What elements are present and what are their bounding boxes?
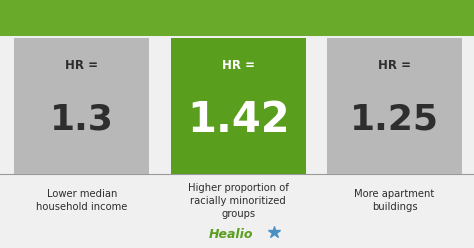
Text: Lower median
household income: Lower median household income [36, 189, 128, 213]
Text: HR =: HR = [65, 59, 98, 72]
Text: Healio: Healio [209, 228, 253, 241]
Text: 1.25: 1.25 [350, 102, 439, 137]
Text: Risk of COVID-19-related mortality among people living in areas with:: Risk of COVID-19-related mortality among… [12, 13, 463, 23]
Text: 1.3: 1.3 [50, 102, 114, 137]
Text: HR =: HR = [378, 59, 411, 72]
Text: HR =: HR = [222, 59, 255, 72]
Text: More apartment
buildings: More apartment buildings [355, 189, 435, 213]
FancyBboxPatch shape [14, 38, 149, 174]
FancyBboxPatch shape [171, 38, 306, 174]
FancyBboxPatch shape [327, 38, 462, 174]
Text: Higher proportion of
racially minoritized
groups: Higher proportion of racially minoritize… [188, 183, 289, 219]
FancyBboxPatch shape [0, 0, 474, 36]
Text: 1.42: 1.42 [187, 98, 290, 141]
